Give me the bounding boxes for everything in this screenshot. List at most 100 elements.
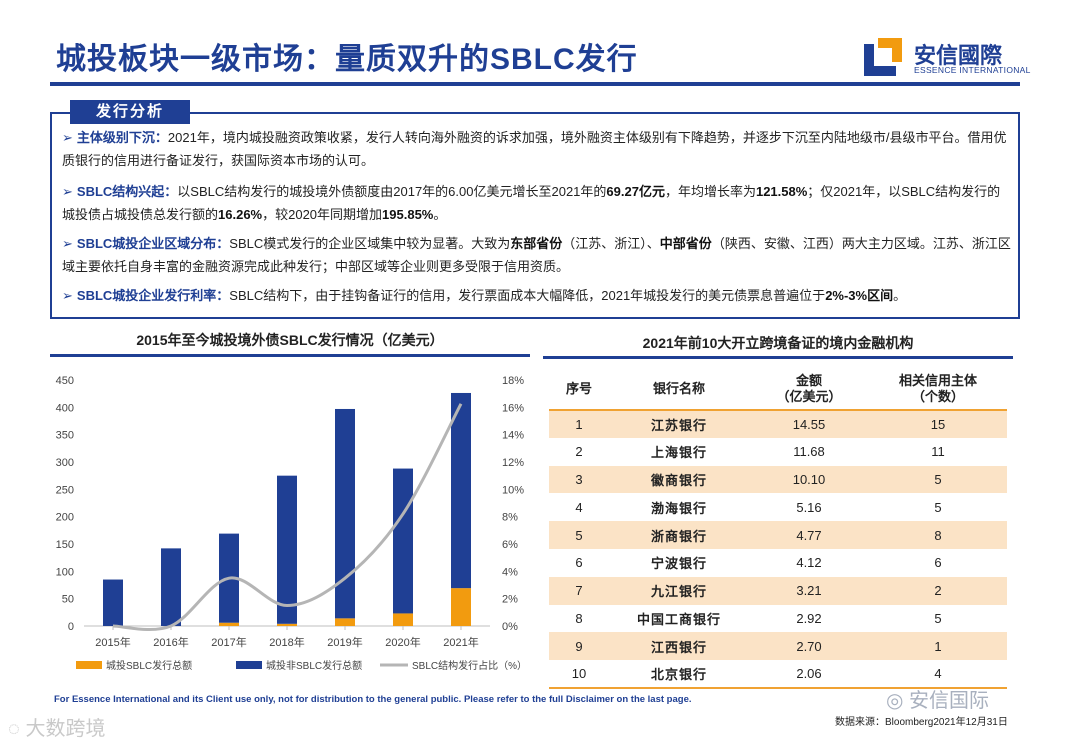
y-left-tick-label: 450 [56,375,74,387]
cell-rank: 2 [575,444,583,460]
bullet-text: 。 [433,207,447,222]
cell-issuer-count: 6 [934,555,942,571]
bullet-highlight: 16.26% [218,207,263,222]
y-right-tick-label: 4% [502,566,518,578]
col-header-amount: 金额 （亿美元） [749,368,869,411]
bullet-heading: SBLC结构兴起： [76,184,178,199]
x-tick-label: 2018年 [269,635,304,649]
table-row: 9 江西银行 2.70 1 [549,632,1007,661]
legend-swatch-non-sblc [236,661,262,669]
bullet-highlight: 69.27亿元 [606,184,665,199]
line-sblc-share [112,403,463,632]
y-right-tick-label: 10% [502,484,524,496]
bar-sblc [393,613,413,626]
cell-issuer-count: 5 [934,610,942,626]
bullet-text: 2021年，境内城投融资政策收紧，发行人转向海外融资的诉求加强，境外融资主体级别… [62,130,1007,168]
logo-english-name: ESSENCE INTERNATIONAL [914,65,1031,75]
bullet-text: （陕西、安徽、江西）两大主力区域。江苏、浙江区域主要依托自身丰富的金融资源完成此… [62,236,1011,274]
table-header-row: 序号 银行名称 金额 （亿美元） 相关信用主体 （个数） [549,368,1007,411]
y-left-tick-label: 300 [56,457,74,469]
bullet-heading: SBLC城投企业发行利率： [76,288,230,303]
bar-non-sblc [393,468,413,614]
y-right-tick-label: 0% [502,621,518,633]
table-row: 1 江苏银行 14.55 15 [549,410,1007,438]
y-left-tick-label: 350 [56,430,74,442]
col-header-issuers: 相关信用主体 （个数） [869,368,1007,411]
y-right-tick-label: 14% [502,430,524,442]
bullet-text: SBLC结构下，由于挂钩备证行的信用，发行票面成本大幅降低，2021年城投发行的… [229,288,826,303]
cell-rank: 3 [549,465,609,494]
table-row: 6 宁波银行 4.12 6 [549,549,1007,577]
legend-label-non-sblc: 城投非SBLC发行总额 [266,659,362,672]
bar-non-sblc [103,579,123,626]
y-right-tick-label: 2% [502,594,518,606]
x-tick-label: 2016年 [153,635,188,649]
watermark-brand: ◎ 安信国际 [886,684,989,713]
cell-bank-name: 中国工商银行 [636,611,721,627]
y-left-tick-label: 400 [56,402,74,414]
y-left-tick-label: 150 [56,539,74,551]
cell-bank-name: 上海银行 [650,445,707,461]
bullet-text: ，年均增长率为 [664,184,756,199]
bullet-text: SBLC模式发行的企业区域集中较为显著。大致为 [229,236,511,251]
analysis-panel [50,112,1020,319]
table-title: 2021年前10大开立跨境备证的境内金融机构 [642,335,914,351]
cell-amount: 4.77 [749,521,869,549]
cell-bank-name: 江西银行 [609,632,749,661]
legend-label-share: SBLC结构发行占比（%） [412,659,527,672]
bar-non-sblc [161,548,181,626]
table-row: 3 徽商银行 10.10 5 [549,465,1007,494]
watermark-left-text: 大数跨境 [25,718,106,740]
y-left-tick-label: 200 [56,512,74,524]
bullet-arrow-icon: ➢ [62,288,73,303]
bar-sblc [451,588,471,626]
bullet-text: 。 [893,288,907,303]
bullet-text: ；仅2021年，以SBLC结构发行的城投债占城投债总发行额的 [62,184,1001,222]
cell-amount: 5.16 [796,499,822,515]
bullet-text: 以SBLC结构发行的城投境外债额度由2017年的6.00亿美元增长至2021年的 [177,184,607,199]
analysis-bullet-region: ➢ SBLC城投企业区域分布：SBLC模式发行的企业区域集中较为显著。大致为东部省… [62,232,1012,278]
x-tick-label: 2019年 [327,635,362,649]
bullet-highlight: 121.58% [755,184,808,199]
cell-issuer-count: 4 [869,660,1007,689]
cell-amount: 11.68 [793,444,825,460]
y-left-tick-label: 50 [62,594,74,606]
col-header-bank: 银行名称 [609,368,749,411]
bullet-heading: 主体级别下沉： [76,130,168,145]
data-source: 数据来源：Bloomberg2021年12月31日 [835,717,1008,728]
watermark-corner: ◌ 大数跨境 [8,712,105,741]
cell-issuer-count: 1 [869,632,1007,661]
table-row: 8 中国工商银行 2.92 5 [549,605,1007,633]
bullet-arrow-icon: ➢ [62,130,73,145]
bullet-heading: SBLC城投企业区域分布： [76,236,230,251]
y-left-tick-label: 250 [56,484,74,496]
bar-sblc [277,623,297,626]
bullet-highlight: 中部省份 [659,236,712,251]
cell-issuer-count: 15 [869,410,1007,438]
page-title: 城投板块一级市场：量质双升的SBLC发行 [56,43,638,76]
cell-amount: 10.10 [749,465,869,494]
bullet-arrow-icon: ➢ [62,236,73,251]
cell-rank: 10 [549,660,609,689]
cell-bank-name: 渤海银行 [650,500,707,516]
sblc-issuance-chart: 0 50 100 150 200 250 300 350 400 450 0% 2% 4% 6% 8% 10%… [56,375,527,672]
cell-bank-name: 九江银行 [609,576,749,605]
bullet-highlight: 东部省份 [510,236,563,251]
cell-amount: 4.12 [796,555,822,571]
analysis-tab-label: 发行分析 [70,100,190,124]
cell-amount: 14.55 [749,410,869,438]
bar-non-sblc [451,392,471,589]
cell-amount: 2.06 [749,660,869,689]
watermark-right-text: 安信国际 [909,690,990,712]
y-right-tick-label: 12% [502,457,524,469]
y-right-tick-label: 16% [502,402,524,414]
y-right-tick-label: 6% [502,539,518,551]
logo-chinese-name: 安信國際 [914,43,1003,68]
bullet-arrow-icon: ➢ [62,184,73,199]
y-left-tick-label: 0 [68,621,74,633]
bar-non-sblc [335,408,355,619]
title-divider [50,82,1020,86]
bullet-text: ，较2020年同期增加 [262,207,383,222]
bar-sblc [219,622,239,626]
bar-non-sblc [277,475,297,624]
